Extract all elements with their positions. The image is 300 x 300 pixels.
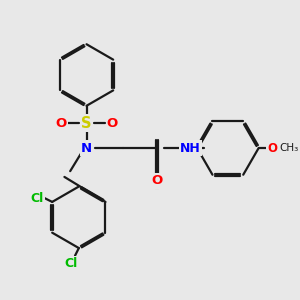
Text: O: O [107,117,118,130]
Text: S: S [81,116,92,130]
Text: N: N [81,142,92,154]
Text: Cl: Cl [64,257,78,270]
Text: O: O [267,142,277,154]
Text: NH: NH [180,142,201,154]
Text: O: O [55,117,66,130]
Text: O: O [151,174,162,187]
Text: CH₃: CH₃ [280,143,299,153]
Text: Cl: Cl [30,192,44,205]
